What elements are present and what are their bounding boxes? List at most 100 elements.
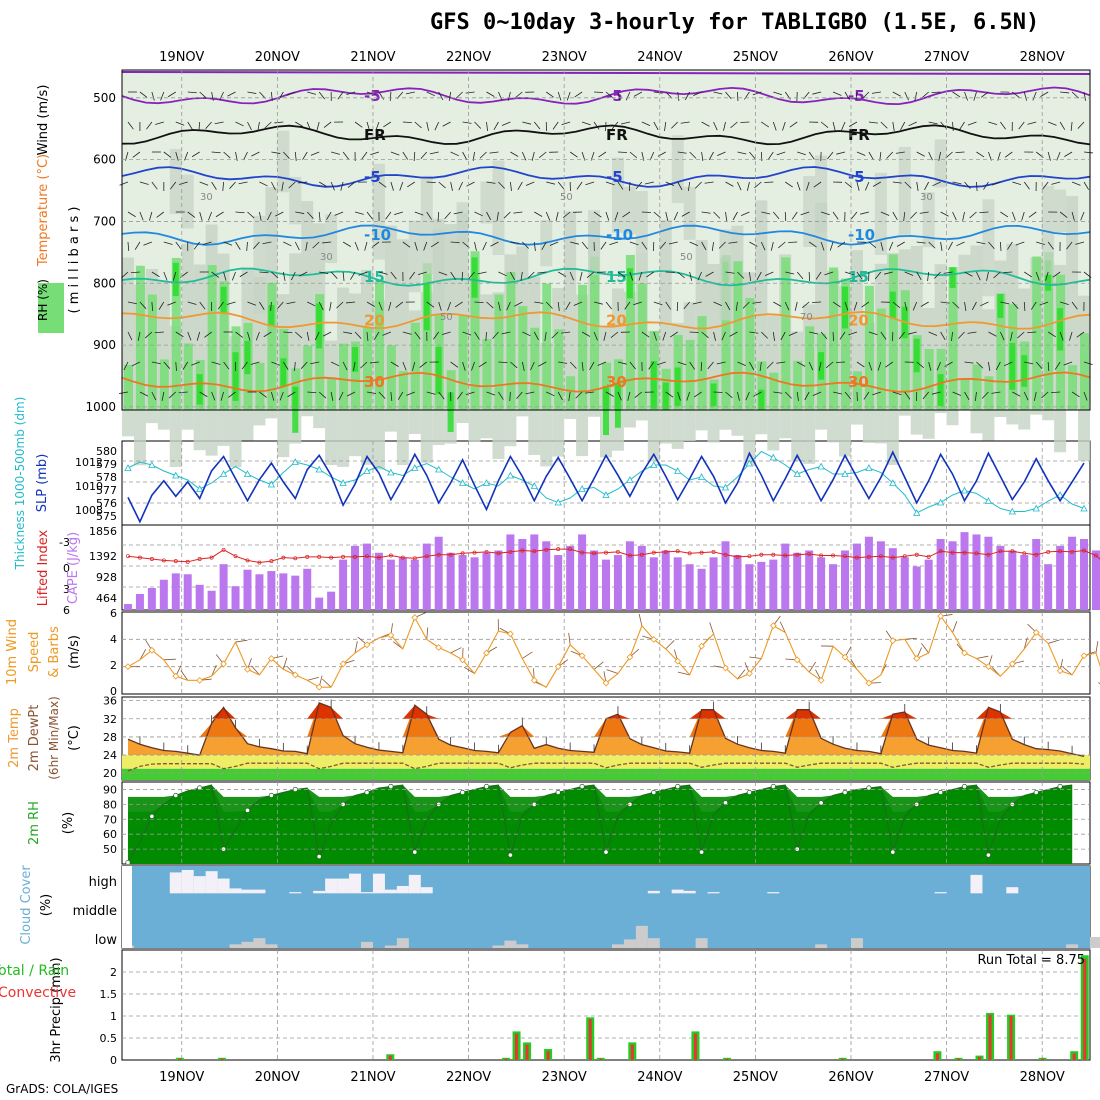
wind-barb [418,271,427,276]
wind-barb [139,211,144,221]
wind-barb [1083,151,1094,154]
panel-frame [121,69,1091,411]
cape-bar [578,534,587,610]
wind-barb [307,391,317,394]
wind-speed-point [793,656,801,664]
wind-barb [785,271,795,275]
rh-shade [470,251,480,410]
wind-barb [829,241,834,251]
wind-barb [1021,211,1025,221]
wind-barb [450,181,453,191]
lifted-index-point [616,549,620,554]
cloud-bar-low [396,938,409,948]
wind-barb [492,331,499,340]
isotherm-label: FR [364,126,386,144]
rh-point [244,807,251,813]
lifted-index-point [197,557,202,561]
wind-barb [791,211,798,220]
wind-barb [208,211,213,221]
cloud-bar-high [767,892,780,894]
wind-barb [204,331,212,338]
wind-barb [711,241,714,251]
wind-barb [158,301,165,310]
rh-point [555,789,561,795]
cape-bar [339,559,348,610]
wind-barb [306,211,314,219]
wind-barb [310,361,320,365]
wind-barb [521,151,527,161]
wind-barb [836,151,846,155]
wind-barb [614,211,619,221]
wind-barb [832,121,836,131]
wind-barb [820,331,828,340]
wind-barb [673,211,679,221]
lifted-index-point [675,549,680,554]
slp-tick: 1010 [75,480,103,493]
lifted-index-point [520,548,525,553]
lifted-index-point [974,551,979,556]
wind-barb [282,271,286,281]
wind-barb [409,271,416,280]
wind-barb [725,181,734,187]
wind-barb [753,391,762,397]
wind-barb [426,91,436,97]
precip-conv-bar [1072,1053,1076,1060]
wind-speed-point [817,676,825,684]
lifted-index-point [1070,549,1075,554]
wind-barb [569,151,578,158]
wind-barb [300,361,308,369]
wind-barb [465,91,475,94]
thickness-point [1032,504,1040,512]
wind-barb [856,361,865,368]
rh-shade [280,358,287,387]
wind-barb [119,181,129,186]
wind-barb [976,151,985,158]
rh-shade [480,181,493,224]
wind-barb [659,241,667,250]
precip-conv-bar [1083,958,1087,1060]
isotherm-label: FR [606,126,628,144]
day-label-top: 28NOV [1020,50,1065,65]
wind-barb [1028,211,1037,218]
rh-shade [339,343,349,410]
wind-barb [597,361,607,366]
wind-barb [163,658,176,661]
rh-shade [362,327,372,410]
wind-barb [178,391,188,394]
wind-barb [522,651,533,659]
wind-barb [139,301,147,309]
rh-shade [554,329,564,410]
wind-barb [646,271,655,278]
wind-barb [800,211,810,216]
cape-bar [422,543,431,610]
wind-barb [665,181,675,187]
lifted-index-point [305,554,310,559]
wind-barb [767,151,774,160]
cape-bar [291,575,300,610]
wind-barb [900,121,906,131]
rh-point [579,783,585,790]
wind-barb [471,361,475,371]
wind-barb [980,91,989,98]
wind-barb [749,241,758,247]
rh-point [842,789,848,795]
wind-barb [294,241,300,251]
pressure-tick: 500 [93,91,116,105]
wind-barb [794,301,798,311]
temp-unit-label: (°C) [67,725,82,751]
rh-shade [372,163,385,260]
thickness-point [267,480,276,488]
thickness-tick: 576 [96,497,117,510]
temp-fill [127,702,1085,719]
wind-barb [561,121,571,126]
wind-barb [354,641,358,654]
wind-barb [903,211,906,221]
wind-barb [865,181,870,191]
cloud-bar-high [647,890,660,894]
wind-barb [479,151,487,159]
wind-barb [557,91,562,101]
rh-shade [674,367,681,406]
rh-shade [1042,185,1055,275]
wind-barb [641,121,651,127]
